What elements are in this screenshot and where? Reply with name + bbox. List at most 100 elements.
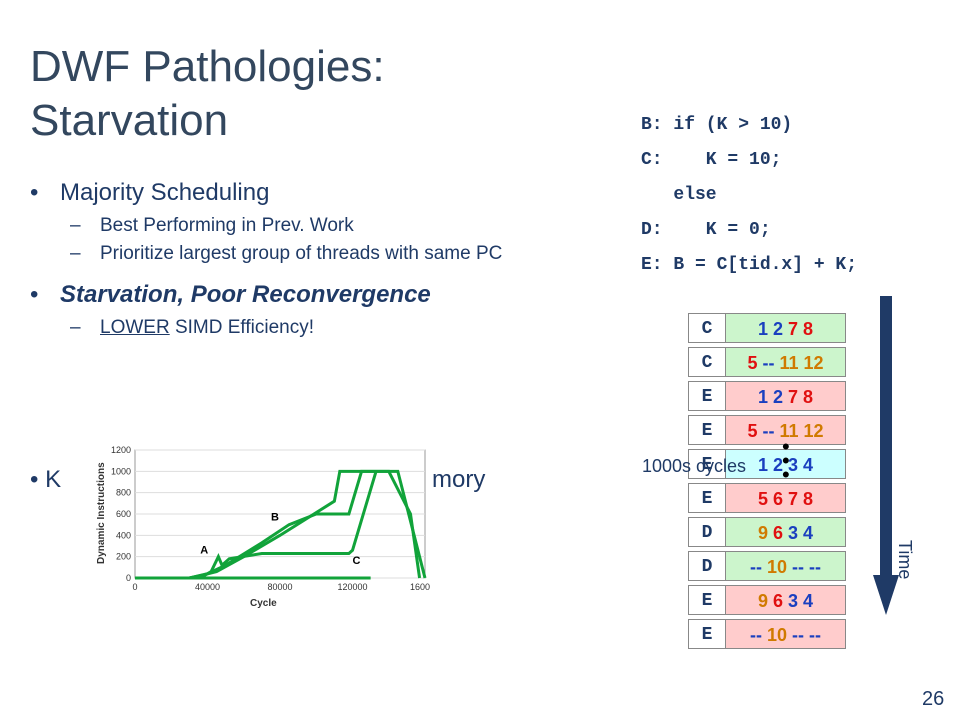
- instructions-chart: 0 200 400 600 800 1000 1200 0 40000 80000 120000 16…: [90, 438, 440, 638]
- bullet-text: Starvation, Poor Reconvergence: [60, 281, 431, 308]
- cycles-label: 1000s cycles: [642, 456, 747, 476]
- annotation-label: B: [271, 511, 279, 523]
- page-number: 26: [922, 688, 945, 710]
- thread-id: 11: [779, 353, 799, 373]
- thread-id: 4: [803, 523, 814, 543]
- pc-cell: E: [688, 415, 726, 445]
- sub-bullet-text: Best Performing in Prev. Work: [100, 215, 354, 236]
- pc-cell: E: [688, 619, 726, 649]
- thread-ids-cell: 1 2 7 8: [726, 313, 846, 343]
- thread-id: 3: [788, 455, 799, 475]
- bullet-starvation: • Starvation, Poor Reconvergence: [30, 281, 431, 308]
- code-line: E: B = C[tid.x] + K;: [641, 255, 858, 275]
- thread-ids-cell: 9 6 3 4: [726, 585, 846, 615]
- x-tick-label: 0: [132, 582, 137, 592]
- sub-bullet-3: – LOWER SIMD Efficiency!: [70, 317, 314, 338]
- pc-cell: D: [688, 517, 726, 547]
- thread-ids-cell: 5 6 7 8: [726, 483, 846, 513]
- series-line: [135, 470, 378, 580]
- thread-id: 2: [772, 319, 783, 339]
- thread-id: 8: [803, 489, 814, 509]
- thread-id: 5: [757, 489, 768, 509]
- thread-id: 11: [779, 421, 799, 441]
- x-tick-label: 160000: [410, 582, 430, 592]
- pc-cell: C: [688, 347, 726, 377]
- thread-id: 12: [803, 421, 824, 441]
- thread-id: 6: [772, 489, 783, 509]
- thread-ids-cell: -- 10 -- --: [726, 619, 846, 649]
- obscured-bullet-tail: mory: [432, 466, 486, 493]
- y-tick-label: 1200: [111, 445, 131, 455]
- pc-cell: C: [688, 313, 726, 343]
- code-line: D: K = 0;: [641, 220, 771, 240]
- thread-id: 8: [803, 319, 814, 339]
- thread-id: 1: [757, 455, 768, 475]
- thread-id: 6: [772, 523, 783, 543]
- bullet-text: Majority Scheduling: [60, 179, 270, 206]
- title-line-1: DWF Pathologies:: [30, 42, 385, 91]
- thread-id: --: [792, 625, 805, 645]
- warp-row: C 5 -- 11 12: [688, 347, 846, 377]
- thread-id: 9: [757, 523, 768, 543]
- pc-cell: E: [688, 585, 726, 615]
- thread-id: --: [749, 625, 762, 645]
- y-tick-label: 600: [116, 509, 131, 519]
- thread-ids-cell: 9 6 3 4: [726, 517, 846, 547]
- sub-bullet-text: Prioritize largest group of threads with…: [100, 243, 503, 264]
- thread-id: 10: [766, 557, 787, 577]
- x-axis-label: Cycle: [250, 598, 277, 609]
- time-label: Time: [895, 540, 915, 580]
- thread-id: 4: [803, 455, 814, 475]
- thread-id: 10: [766, 625, 787, 645]
- y-tick-label: 400: [116, 530, 131, 540]
- thread-ids-cell: 5 -- 11 12: [726, 415, 846, 445]
- code-line: else: [641, 185, 717, 205]
- thread-ids-cell: 1 2 3 4: [726, 449, 846, 479]
- thread-id: 3: [788, 523, 799, 543]
- thread-id: --: [762, 353, 775, 373]
- code-line: C: K = 10;: [641, 150, 782, 170]
- pc-cell: D: [688, 551, 726, 581]
- obscured-bullet: • K: [30, 466, 62, 493]
- time-arrow: [880, 296, 892, 576]
- bullet-list: • Majority Scheduling – Best Performing in…: [30, 178, 590, 344]
- x-tick-label: 120000: [337, 582, 367, 592]
- warp-row: D -- 10 -- --: [688, 551, 846, 581]
- thread-id: 4: [803, 591, 814, 611]
- thread-id: 5: [747, 421, 758, 441]
- x-tick-label: 40000: [195, 582, 220, 592]
- thread-id: 3: [788, 591, 799, 611]
- thread-id: 12: [803, 353, 824, 373]
- simd-text: SIMD Efficiency!: [169, 317, 314, 338]
- pc-cell: E: [688, 381, 726, 411]
- sub-bullet-2: – Prioritize largest group of threads wit…: [70, 243, 503, 264]
- thread-id: 7: [788, 387, 799, 407]
- thread-id: --: [762, 421, 775, 441]
- y-axis-label: Dynamic Instructions: [96, 462, 107, 564]
- title-line-2: Starvation: [30, 96, 229, 145]
- lower-text: LOWER: [100, 317, 170, 338]
- thread-id: 9: [757, 591, 768, 611]
- bullet-dot: •: [30, 179, 39, 206]
- y-tick-label: 800: [116, 488, 131, 498]
- thread-id: 5: [747, 353, 758, 373]
- code-line: B: if (K > 10): [641, 115, 793, 135]
- x-tick-label: 80000: [267, 582, 292, 592]
- thread-ids-cell: 1 2 7 8: [726, 381, 846, 411]
- thread-id: --: [792, 557, 805, 577]
- annotation-label: C: [353, 555, 361, 567]
- pc-cell: E: [688, 483, 726, 513]
- y-tick-label: 1000: [111, 466, 131, 476]
- thread-id: 1: [757, 319, 768, 339]
- thread-id: 1: [757, 387, 768, 407]
- thread-id: 7: [788, 489, 799, 509]
- thread-id: --: [809, 625, 822, 645]
- thread-id: --: [749, 557, 762, 577]
- ellipsis-dots: • • •: [782, 434, 790, 487]
